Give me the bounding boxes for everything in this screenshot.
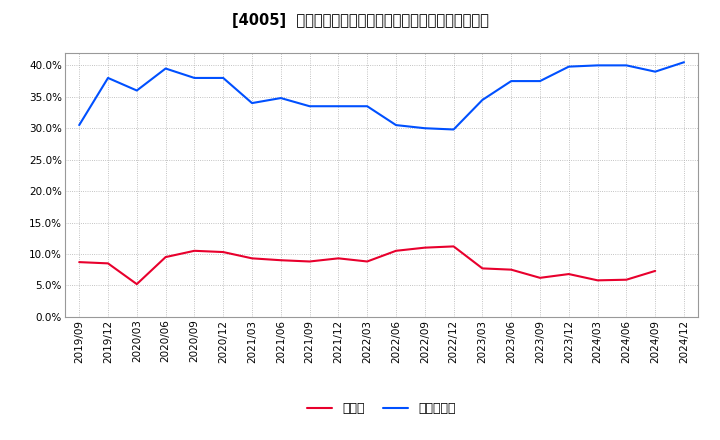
有利子負債	[420, 125, 429, 131]
現預金	[248, 256, 256, 261]
有利子負債	[75, 122, 84, 128]
現預金	[651, 268, 660, 274]
現預金	[622, 277, 631, 282]
有利子負債	[622, 63, 631, 68]
有利子負債	[392, 122, 400, 128]
有利子負債	[680, 59, 688, 65]
現預金	[478, 266, 487, 271]
有利子負債	[449, 127, 458, 132]
現預金	[564, 271, 573, 277]
有利子負債	[305, 103, 314, 109]
現預金	[190, 248, 199, 253]
有利子負債	[478, 97, 487, 103]
現預金	[536, 275, 544, 280]
現預金	[507, 267, 516, 272]
現預金	[161, 254, 170, 260]
現預金	[363, 259, 372, 264]
有利子負債	[593, 63, 602, 68]
有利子負債	[536, 78, 544, 84]
Line: 有利子負債: 有利子負債	[79, 62, 684, 129]
現預金	[420, 245, 429, 250]
有利子負債	[161, 66, 170, 71]
Legend: 現預金, 有利子負債: 現預金, 有利子負債	[307, 402, 456, 415]
現預金	[305, 259, 314, 264]
有利子負債	[104, 75, 112, 81]
現預金	[334, 256, 343, 261]
有利子負債	[334, 103, 343, 109]
現預金	[392, 248, 400, 253]
現預金	[104, 261, 112, 266]
有利子負債	[276, 95, 285, 101]
現預金	[75, 260, 84, 265]
有利子負債	[651, 69, 660, 74]
有利子負債	[564, 64, 573, 69]
現預金	[449, 244, 458, 249]
有利子負債	[363, 103, 372, 109]
Text: [4005]  現預金、有利子負債の総資産に対する比率の推移: [4005] 現預金、有利子負債の総資産に対する比率の推移	[232, 13, 488, 28]
有利子負債	[219, 75, 228, 81]
有利子負債	[132, 88, 141, 93]
有利子負債	[190, 75, 199, 81]
現預金	[132, 282, 141, 287]
現預金	[276, 257, 285, 263]
有利子負債	[248, 100, 256, 106]
現預金	[593, 278, 602, 283]
Line: 現預金: 現預金	[79, 246, 655, 284]
有利子負債	[507, 78, 516, 84]
現預金	[219, 249, 228, 255]
